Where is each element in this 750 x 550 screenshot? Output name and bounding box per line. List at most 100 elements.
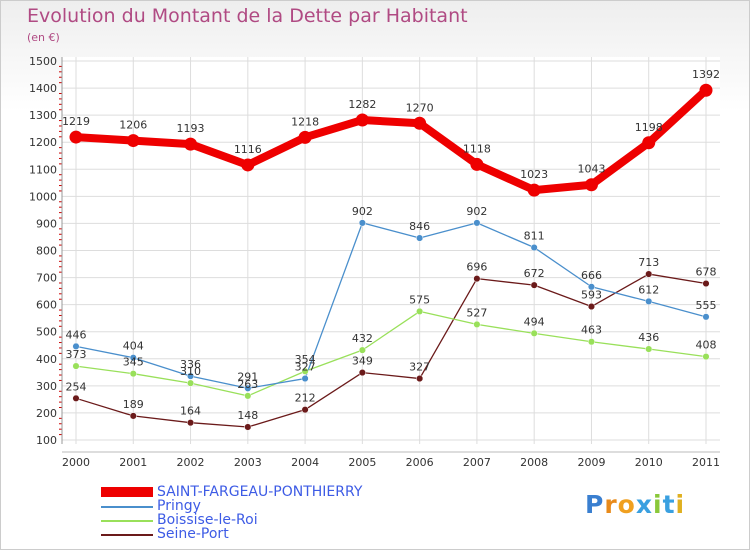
data-label: 902 (466, 205, 487, 218)
data-point (186, 379, 195, 387)
data-label: 678 (696, 266, 717, 279)
legend-swatch (101, 506, 153, 508)
data-label: 345 (123, 356, 144, 369)
data-point (72, 362, 80, 370)
data-label: 846 (409, 220, 430, 233)
data-labels: 254 189 164 148 212 349 327 696 672 593 713 678 373 3… (62, 68, 720, 422)
chart-axes: 100 200 300 400 500 600 700 800 900 1000 1100 1200 1… (29, 55, 720, 469)
y-tick-label: 1100 (29, 163, 57, 176)
logo-letter: P (585, 490, 605, 519)
data-label: 612 (638, 283, 659, 296)
legend-label: Pringy (157, 498, 201, 514)
data-point (72, 342, 80, 350)
data-point (244, 392, 252, 400)
data-label: 1219 (62, 115, 90, 128)
y-tick-label: 1500 (29, 55, 57, 68)
data-point (298, 130, 312, 144)
data-label: 446 (66, 328, 87, 341)
data-point (473, 320, 481, 328)
data-point (702, 279, 710, 288)
data-point (301, 367, 309, 375)
data-point (186, 419, 195, 427)
data-point (241, 158, 255, 172)
x-tick-label: 2009 (577, 456, 605, 469)
series-line-1 (75, 222, 707, 389)
x-tick-label: 2003 (234, 456, 262, 469)
x-tick-label: 2010 (635, 456, 663, 469)
legend-swatch (101, 520, 153, 522)
data-label: 1270 (406, 101, 434, 114)
data-point (473, 219, 481, 227)
y-tick-label: 1300 (29, 109, 57, 122)
y-tick-label: 1000 (29, 190, 57, 203)
x-tick-label: 2004 (291, 456, 319, 469)
data-point (244, 423, 252, 431)
data-point (69, 130, 83, 144)
data-label: 1282 (348, 98, 376, 111)
logo-letter: i (675, 490, 686, 519)
data-point (129, 412, 137, 420)
data-point (416, 307, 424, 315)
x-tick-label: 2011 (692, 456, 720, 469)
data-point (527, 183, 541, 197)
data-label: 575 (409, 293, 430, 306)
data-label: 1118 (463, 142, 491, 155)
x-tick-label: 2002 (177, 456, 205, 469)
data-point (530, 329, 538, 337)
data-label: 696 (466, 261, 487, 274)
data-point (645, 297, 653, 305)
data-label: 310 (180, 365, 201, 378)
x-tick-label: 2007 (463, 456, 491, 469)
data-point (301, 406, 309, 414)
x-tick-label: 2008 (520, 456, 548, 469)
series-lines (75, 87, 709, 428)
legend-label: SAINT-FARGEAU-PONTHIERRY (157, 484, 363, 500)
data-point (129, 354, 137, 362)
x-tick-label: 2006 (406, 456, 434, 469)
data-point (587, 302, 596, 311)
data-point (702, 353, 710, 361)
data-label: 666 (581, 269, 602, 282)
data-point (244, 384, 252, 392)
data-point (587, 283, 596, 291)
logo-letter: r (604, 490, 618, 519)
data-point (72, 394, 80, 402)
y-tick-label: 800 (36, 245, 57, 258)
data-point (702, 313, 710, 321)
data-label: 336 (180, 358, 201, 371)
y-tick-label: 400 (36, 353, 57, 366)
data-label: 408 (696, 339, 717, 352)
data-point (699, 83, 713, 97)
data-point (587, 338, 596, 346)
data-point (473, 275, 481, 283)
data-label: 189 (123, 398, 144, 411)
data-point (358, 369, 366, 377)
y-tick-label: 500 (36, 326, 57, 339)
data-label: 527 (466, 306, 487, 319)
y-tick-label: 1200 (29, 136, 57, 149)
data-label: 373 (66, 348, 87, 361)
data-point (358, 346, 366, 354)
data-point (126, 134, 140, 148)
data-point (530, 281, 538, 289)
data-point (530, 243, 538, 252)
y-tick-label: 300 (36, 380, 57, 393)
data-label: 349 (352, 355, 373, 368)
data-label: 263 (237, 378, 258, 391)
data-label: 212 (295, 392, 316, 405)
logo-letter: o (617, 490, 636, 519)
y-tick-label: 100 (36, 434, 57, 447)
data-label: 1023 (520, 168, 548, 181)
data-label: 1218 (291, 115, 319, 128)
legend-swatch (101, 534, 153, 536)
legend-label: Boissise-le-Roi (157, 512, 258, 528)
data-label: 254 (66, 380, 87, 393)
data-label: 436 (638, 331, 659, 344)
data-label: 1198 (635, 121, 663, 134)
data-point (358, 219, 366, 227)
data-label: 811 (524, 230, 545, 243)
data-point (186, 372, 195, 380)
data-label: 1392 (692, 68, 720, 81)
logo-letter: t (662, 490, 676, 519)
y-tick-label: 200 (36, 407, 57, 420)
